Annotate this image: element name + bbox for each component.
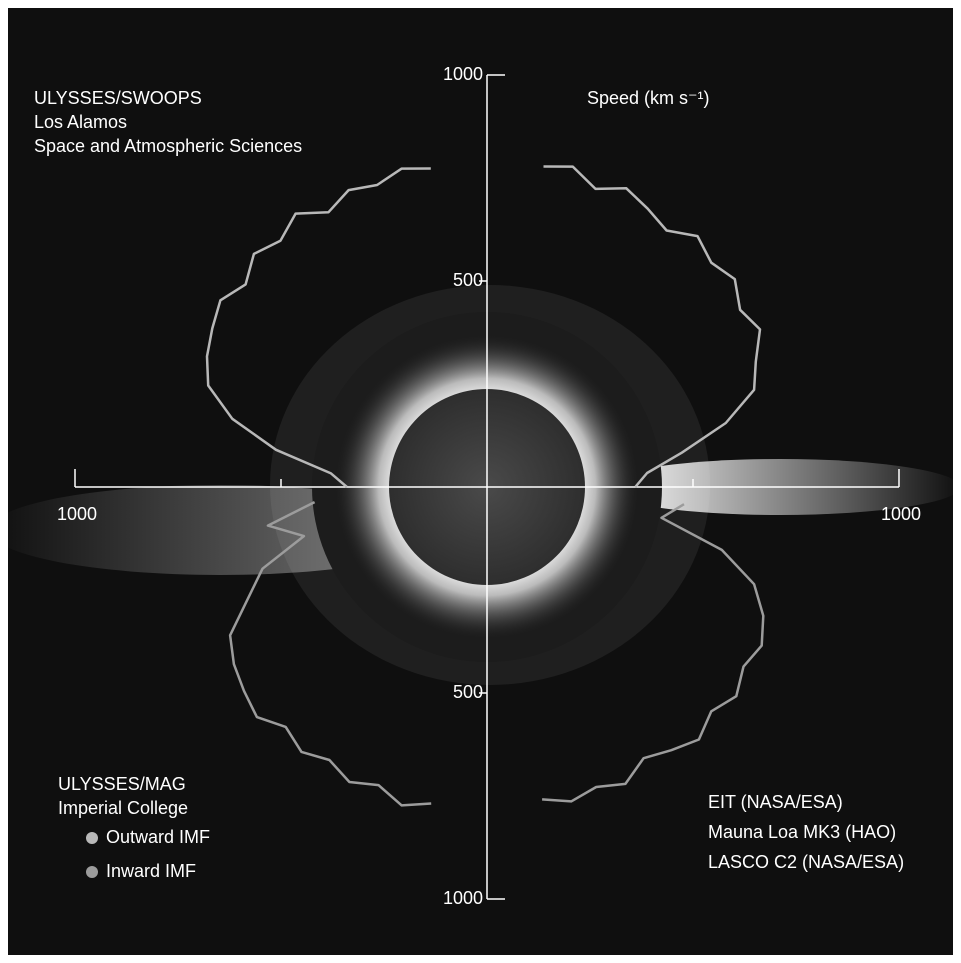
axis-label: Speed (km s⁻¹) <box>587 88 710 108</box>
credit-text: LASCO C2 (NASA/ESA) <box>708 852 904 872</box>
speed-trace <box>543 165 762 488</box>
speed-trace <box>228 500 432 807</box>
legend-title: Imperial College <box>58 798 188 818</box>
legend-label: Inward IMF <box>106 861 196 881</box>
legend-title: ULYSSES/MAG <box>58 774 186 794</box>
legend-dot <box>86 866 98 878</box>
credit-text: Mauna Loa MK3 (HAO) <box>708 822 896 842</box>
r-tick-label: 500 <box>453 270 483 290</box>
r-tick-label: 1000 <box>881 504 921 524</box>
legend-dot <box>86 832 98 844</box>
r-tick-label: 1000 <box>443 64 483 84</box>
r-tick-label: 1000 <box>57 504 97 524</box>
chart: ULYSSES/SWOOPS Los Alamos Space and Atmo… <box>8 8 953 955</box>
speed-trace <box>205 167 431 488</box>
legend-label: Outward IMF <box>106 827 210 847</box>
speed-trace <box>542 503 765 803</box>
plot <box>75 75 899 899</box>
r-tick-label: 1000 <box>443 888 483 908</box>
credit-text: Los Alamos <box>34 112 127 132</box>
credit-text: ULYSSES/SWOOPS <box>34 88 202 108</box>
credit-text: EIT (NASA/ESA) <box>708 792 843 812</box>
credit-text: Space and Atmospheric Sciences <box>34 136 302 156</box>
r-tick-label: 500 <box>453 682 483 702</box>
